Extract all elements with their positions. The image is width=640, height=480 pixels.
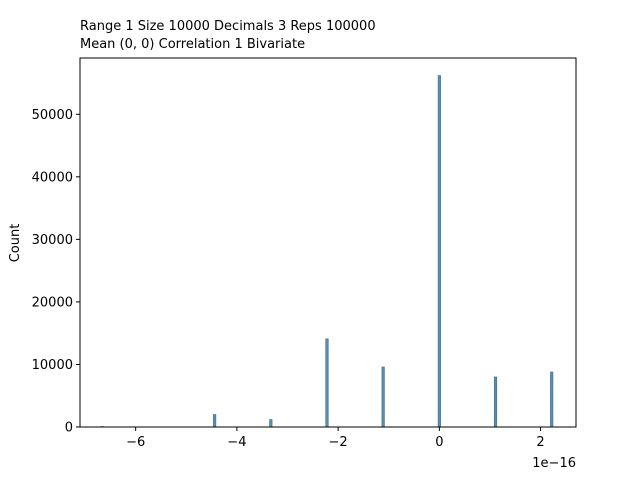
x-offset-label: 1e−16 — [532, 456, 576, 471]
histogram-bar — [269, 419, 273, 428]
x-tick-label: 2 — [536, 435, 544, 450]
histogram-bar — [550, 371, 554, 428]
bars-group — [100, 75, 554, 428]
y-tick-label: 10000 — [32, 358, 73, 373]
x-tick-label: −2 — [329, 435, 348, 450]
y-tick-label: 50000 — [32, 108, 73, 123]
plot-frame — [79, 57, 577, 428]
histogram-bar — [325, 338, 329, 428]
chart-title-line-2: Mean (0, 0) Correlation 1 Bivariate — [80, 37, 305, 52]
y-axis-label: Count — [8, 224, 23, 263]
y-tick-label: 40000 — [32, 170, 73, 185]
x-tick-label: −4 — [227, 435, 246, 450]
y-tick-label: 30000 — [32, 233, 73, 248]
x-tick-label: −6 — [126, 435, 145, 450]
y-tick-label: 20000 — [32, 295, 73, 310]
chart-title-line-1: Range 1 Size 10000 Decimals 3 Reps 10000… — [80, 19, 376, 34]
y-tick-label: 0 — [65, 421, 73, 436]
y-axis-ticks: 0 10000 20000 30000 40000 50000 — [32, 108, 80, 436]
histogram-bar — [493, 376, 498, 428]
x-axis-ticks: −6 −4 −2 0 2 — [126, 427, 545, 450]
histogram-bar — [437, 75, 441, 428]
x-tick-label: 0 — [435, 435, 443, 450]
histogram-bar — [381, 366, 385, 428]
histogram-bar — [213, 414, 217, 428]
